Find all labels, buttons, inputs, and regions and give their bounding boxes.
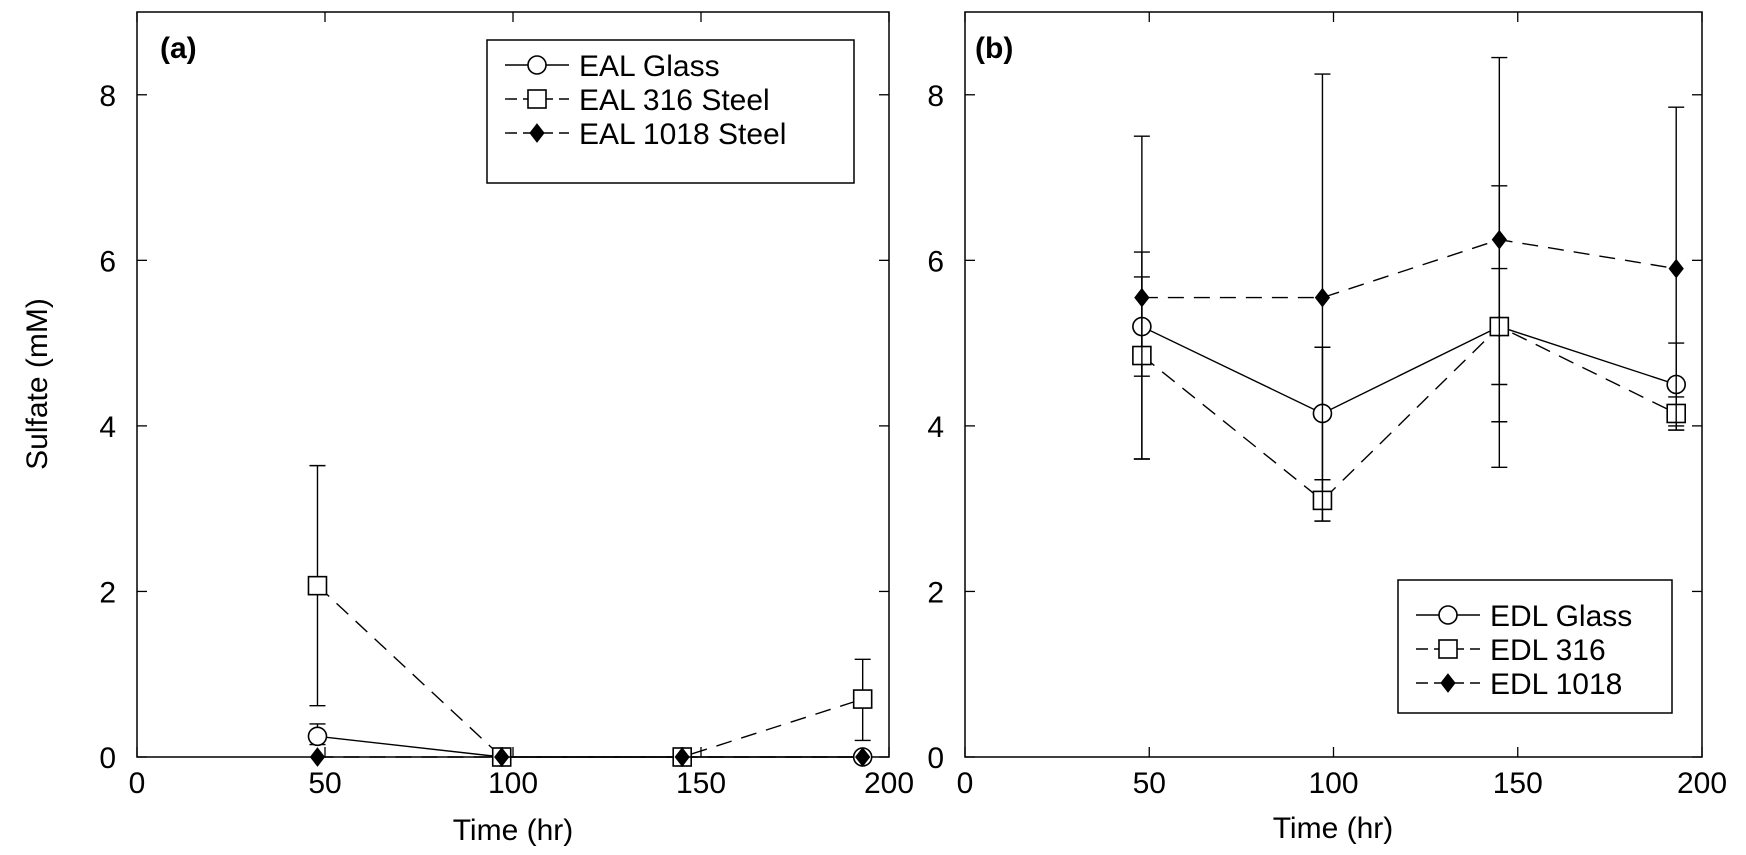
y-tick-label: 8 [99, 80, 116, 113]
series-line [1141, 238, 1677, 299]
x-axis-title-b: Time (hr) [1273, 812, 1394, 845]
legend-label: EDL 1018 [1490, 668, 1622, 701]
data-point-diamond [855, 747, 871, 767]
panel-label-b: (b) [975, 32, 1013, 65]
data-point-diamond [1491, 229, 1507, 250]
x-tick-label: 0 [129, 767, 146, 800]
x-tick-label: 150 [1493, 767, 1543, 800]
series-square [307, 464, 873, 767]
x-tick-label: 200 [864, 767, 914, 800]
series-line [1141, 325, 1677, 415]
legend-marker-diamond [1440, 673, 1456, 693]
y-tick-label: 2 [99, 576, 116, 609]
y-tick-label: 0 [927, 742, 944, 775]
series-line [1141, 325, 1677, 502]
series-circle [1132, 267, 1687, 481]
data-point-circle [307, 726, 328, 747]
series-square [1132, 185, 1687, 522]
legend-label: EAL Glass [579, 50, 720, 83]
data-point-diamond [674, 747, 690, 767]
y-tick-label: 4 [927, 411, 944, 444]
legend-label: EAL 1018 Steel [579, 118, 786, 151]
x-tick-label: 200 [1677, 767, 1727, 800]
legend-marker-circle [527, 55, 547, 75]
y-tick-label: 6 [927, 245, 944, 278]
x-tick-label: 100 [488, 767, 538, 800]
legend-label: EDL Glass [1490, 600, 1632, 633]
series-circle [307, 723, 873, 767]
data-point-square [852, 689, 873, 709]
x-tick-label: 150 [676, 767, 726, 800]
x-axis-title-a: Time (hr) [453, 814, 574, 847]
data-point-diamond [309, 747, 326, 767]
x-tick-label: 50 [308, 767, 341, 800]
legend-box-a [486, 39, 855, 184]
legend-marker-square [1438, 639, 1458, 659]
x-tick-label: 50 [1133, 767, 1166, 800]
y-tick-label: 4 [99, 411, 116, 444]
y-tick-label: 6 [99, 245, 116, 278]
legend-marker-circle [1438, 605, 1458, 625]
data-point-square [307, 575, 328, 596]
panel-b: 0 50 100 150 200 0 2 4 6 8 (b) Time (hr) EDL Glas… [927, 11, 1727, 845]
data-point-diamond [1314, 287, 1331, 308]
legend-marker-square [527, 89, 547, 109]
series-line [317, 585, 863, 758]
y-tick-label: 8 [927, 80, 944, 113]
series-diamond [1133, 56, 1685, 522]
legend-marker-diamond [529, 123, 545, 143]
series-line [317, 735, 863, 758]
series-diamond [309, 747, 871, 767]
panel-a: 0 50 100 150 200 0 2 4 6 8 (a) Time (hr) Sulfate … [21, 11, 914, 847]
x-tick-label: 100 [1308, 767, 1358, 800]
y-axis-title-a: Sulfate (mM) [21, 298, 54, 470]
data-point-diamond [1134, 287, 1150, 308]
x-tick-label: 0 [957, 767, 974, 800]
legend-label: EDL 316 [1490, 634, 1606, 667]
y-tick-label: 2 [927, 576, 944, 609]
data-point-diamond [1668, 258, 1684, 279]
data-point-diamond [494, 747, 510, 767]
panel-label-a: (a) [160, 32, 197, 65]
y-tick-label: 0 [99, 742, 116, 775]
legend-label: EAL 316 Steel [579, 84, 770, 117]
